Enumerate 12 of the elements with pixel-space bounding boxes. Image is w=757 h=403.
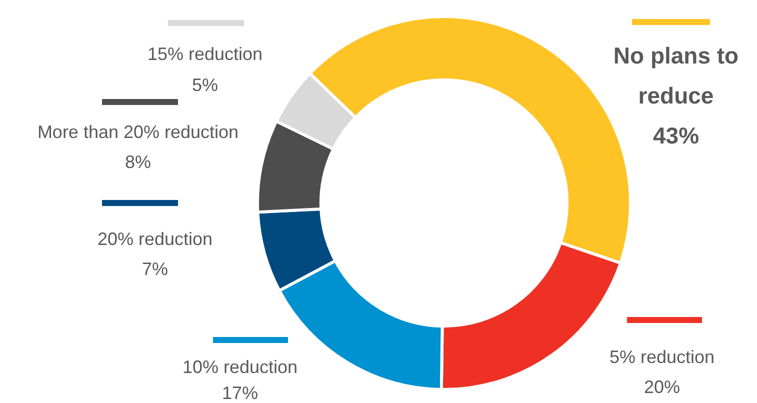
data-label: 20% <box>644 376 680 397</box>
data-label: 7% <box>142 258 168 279</box>
data-label: 8% <box>124 152 152 172</box>
slice-label: 10% reduction <box>182 356 298 377</box>
legend-label: More than 20% reduction <box>37 122 239 142</box>
data-label: 17% <box>222 382 258 403</box>
slice-label: 5% reduction <box>609 346 715 367</box>
legend-label: No plans to reduce <box>613 42 739 108</box>
data-label: 5% <box>192 74 218 95</box>
legend-label: 15% reduction <box>147 44 263 64</box>
slice-label: 20% reduction <box>97 228 213 249</box>
data-label: 43% <box>652 122 700 148</box>
